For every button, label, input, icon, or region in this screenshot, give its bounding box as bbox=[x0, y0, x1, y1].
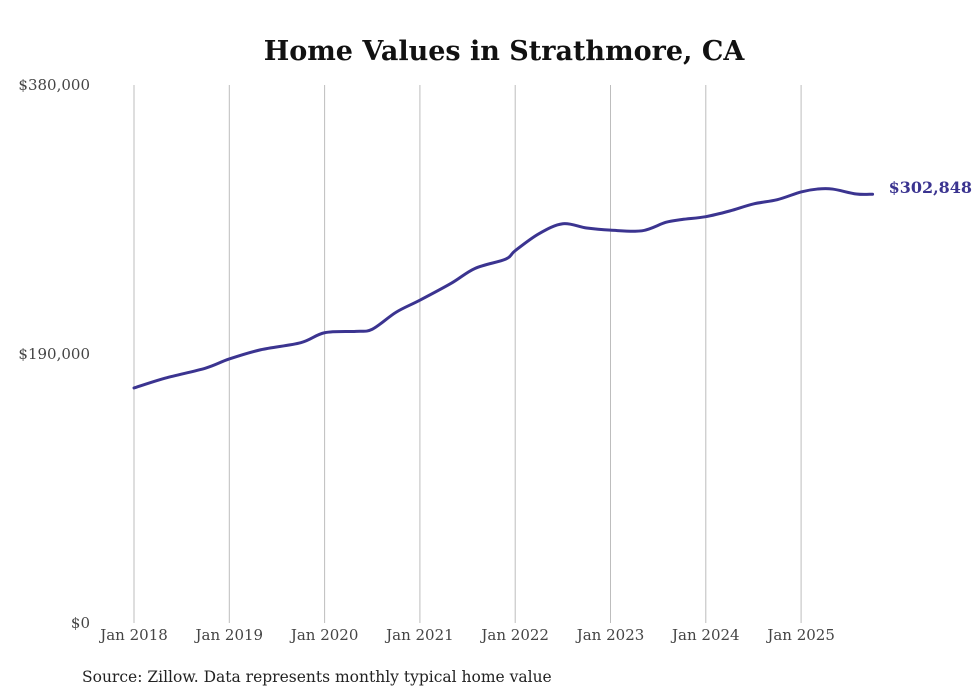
x-tick-label: Jan 2019 bbox=[194, 626, 264, 644]
x-tick-label: Jan 2024 bbox=[670, 626, 740, 644]
series-line bbox=[132, 187, 875, 390]
y-tick-label: $190,000 bbox=[18, 345, 90, 363]
y-tick-label: $380,000 bbox=[18, 76, 90, 94]
chart-title: Home Values in Strathmore, CA bbox=[264, 36, 746, 67]
x-tick-label: Jan 2018 bbox=[98, 626, 168, 644]
end-value-label: $302,848 bbox=[889, 178, 973, 197]
x-tick-label: Jan 2022 bbox=[479, 626, 549, 644]
x-tick-label: Jan 2021 bbox=[384, 626, 454, 644]
x-tick-label: Jan 2020 bbox=[289, 626, 359, 644]
source-note: Source: Zillow. Data represents monthly … bbox=[82, 668, 552, 686]
y-tick-label: $0 bbox=[71, 614, 90, 632]
x-tick-label: Jan 2023 bbox=[575, 626, 645, 644]
x-tick-label: Jan 2025 bbox=[765, 626, 835, 644]
